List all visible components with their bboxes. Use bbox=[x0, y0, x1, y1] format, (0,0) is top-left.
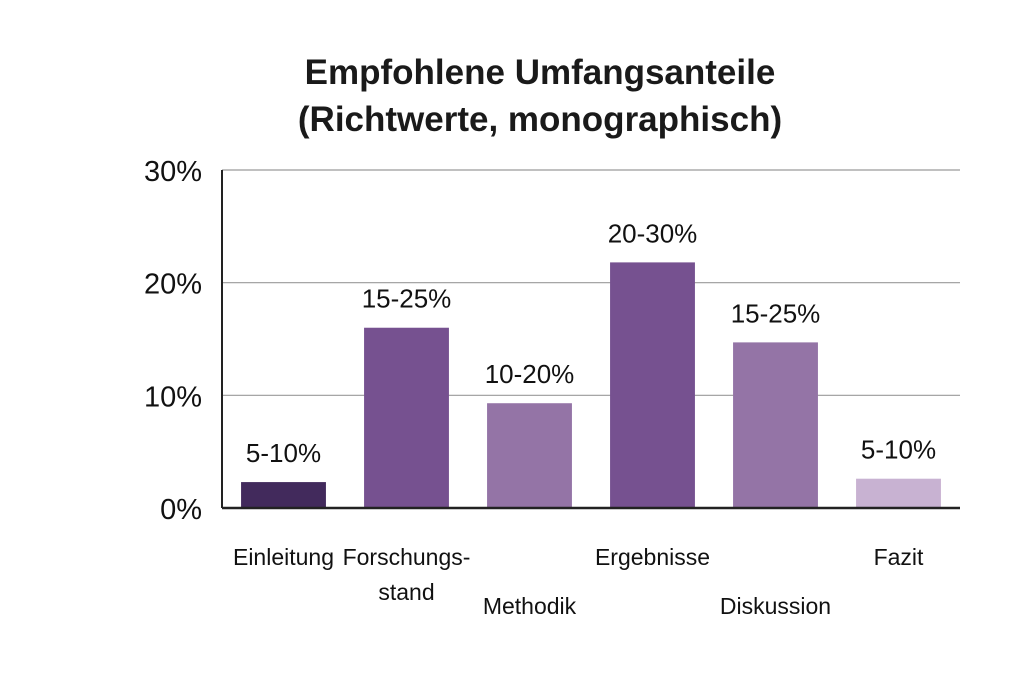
x-category-label: Forschungs- bbox=[343, 544, 471, 570]
data-label: 20-30% bbox=[608, 218, 698, 248]
y-tick-label: 20% bbox=[144, 269, 202, 301]
data-labels: 5-10% 15-25% 10-20% 20-30% 15-25% 5-10% bbox=[246, 218, 936, 468]
bar bbox=[610, 262, 695, 508]
bar bbox=[856, 478, 941, 508]
data-label: 5-10% bbox=[861, 435, 936, 465]
bar bbox=[733, 342, 818, 508]
data-label: 5-10% bbox=[246, 438, 321, 468]
data-label: 15-25% bbox=[362, 284, 452, 314]
x-axis-category-labels: Einleitung Forschungs-stand Methodik Ergebn… bbox=[233, 544, 924, 619]
chart-title-line-1: Empfohlene Umfangsanteile bbox=[305, 53, 776, 92]
bar-series bbox=[241, 262, 941, 508]
bar bbox=[241, 482, 326, 508]
x-category-label: stand bbox=[378, 579, 434, 605]
x-category-label: Methodik bbox=[483, 593, 577, 619]
x-category-label: Ergebnisse bbox=[595, 544, 710, 570]
x-category-label: Fazit bbox=[874, 544, 924, 570]
bar bbox=[487, 403, 572, 508]
y-tick-label: 0% bbox=[160, 494, 202, 526]
bar bbox=[364, 327, 449, 508]
x-category-label: Einleitung bbox=[233, 544, 334, 570]
chart-title-line-2: (Richtwerte, monographisch) bbox=[298, 100, 782, 139]
gridlines bbox=[222, 169, 960, 396]
y-tick-label: 30% bbox=[144, 156, 202, 188]
y-axis-tick-labels: 0% 10% 20% 30% bbox=[144, 156, 202, 526]
data-label: 10-20% bbox=[485, 359, 575, 389]
y-tick-label: 10% bbox=[144, 381, 202, 413]
x-category-label: Diskussion bbox=[720, 593, 831, 619]
data-label: 15-25% bbox=[731, 298, 821, 328]
